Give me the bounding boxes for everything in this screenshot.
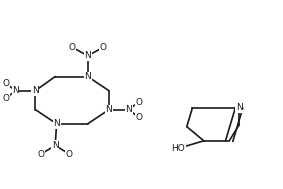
Text: N: N <box>84 51 91 60</box>
Text: N: N <box>84 72 91 81</box>
Text: O: O <box>2 94 9 103</box>
Text: O: O <box>135 98 142 107</box>
Text: N: N <box>12 86 19 95</box>
Text: HO: HO <box>171 144 185 153</box>
Text: N: N <box>32 86 39 95</box>
Text: O: O <box>135 113 142 122</box>
Text: N: N <box>236 103 243 112</box>
Text: N: N <box>52 141 59 150</box>
Text: O: O <box>100 43 107 52</box>
Text: N: N <box>106 105 112 114</box>
Text: N: N <box>125 105 132 114</box>
Text: O: O <box>66 149 73 159</box>
Text: O: O <box>69 43 76 52</box>
Text: O: O <box>2 79 9 88</box>
Text: O: O <box>38 149 44 159</box>
Text: N: N <box>53 119 60 128</box>
